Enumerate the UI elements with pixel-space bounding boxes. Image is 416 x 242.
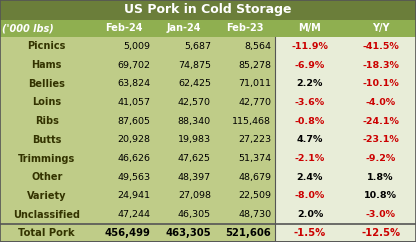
Text: -4.0%: -4.0% — [366, 98, 396, 107]
Text: 71,011: 71,011 — [238, 79, 271, 88]
Bar — [275, 205, 416, 224]
Text: Feb-23: Feb-23 — [225, 23, 263, 33]
Text: -10.1%: -10.1% — [362, 79, 399, 88]
Text: -3.0%: -3.0% — [366, 210, 396, 219]
Text: 87,605: 87,605 — [118, 117, 151, 126]
Text: 2.2%: 2.2% — [297, 79, 323, 88]
Text: 27,223: 27,223 — [238, 135, 271, 144]
Text: 2.0%: 2.0% — [297, 210, 323, 219]
Bar — [275, 149, 416, 168]
Text: M/M: M/M — [299, 23, 321, 33]
Text: 42,770: 42,770 — [238, 98, 271, 107]
Text: 48,730: 48,730 — [238, 210, 271, 219]
Text: 1.8%: 1.8% — [367, 173, 394, 182]
Text: 63,824: 63,824 — [117, 79, 151, 88]
Text: -2.1%: -2.1% — [295, 154, 325, 163]
Bar — [0, 0, 416, 20]
Bar — [275, 130, 416, 149]
Bar — [275, 224, 416, 242]
Text: Trimmings: Trimmings — [18, 154, 75, 164]
Text: 27,098: 27,098 — [178, 191, 211, 200]
Bar — [0, 93, 275, 112]
Text: 5,687: 5,687 — [184, 42, 211, 51]
Text: -6.9%: -6.9% — [295, 60, 325, 69]
Text: 48,679: 48,679 — [238, 173, 271, 182]
Text: 62,425: 62,425 — [178, 79, 211, 88]
Text: -41.5%: -41.5% — [362, 42, 399, 51]
Bar — [275, 112, 416, 130]
Text: Loins: Loins — [32, 98, 62, 107]
Text: -9.2%: -9.2% — [366, 154, 396, 163]
Text: Picnics: Picnics — [27, 41, 66, 51]
Text: 46,626: 46,626 — [118, 154, 151, 163]
Text: 463,305: 463,305 — [165, 228, 211, 238]
Text: -23.1%: -23.1% — [362, 135, 399, 144]
Text: -24.1%: -24.1% — [362, 117, 399, 126]
Bar — [275, 37, 416, 56]
Text: ('000 lbs): ('000 lbs) — [2, 23, 54, 33]
Text: 4.7%: 4.7% — [297, 135, 323, 144]
Text: 48,397: 48,397 — [178, 173, 211, 182]
Text: 51,374: 51,374 — [238, 154, 271, 163]
Text: 2.4%: 2.4% — [297, 173, 323, 182]
Text: 46,305: 46,305 — [178, 210, 211, 219]
Bar — [275, 187, 416, 205]
Text: Unclassified: Unclassified — [13, 210, 80, 220]
Text: 19,983: 19,983 — [178, 135, 211, 144]
Text: 41,057: 41,057 — [118, 98, 151, 107]
Bar — [0, 74, 275, 93]
Text: 47,244: 47,244 — [118, 210, 151, 219]
Bar — [275, 93, 416, 112]
Text: 22,509: 22,509 — [238, 191, 271, 200]
Text: 47,625: 47,625 — [178, 154, 211, 163]
Text: 69,702: 69,702 — [118, 60, 151, 69]
Text: -12.5%: -12.5% — [361, 228, 400, 238]
Text: Feb-24: Feb-24 — [105, 23, 143, 33]
Bar — [0, 112, 275, 130]
Bar — [275, 168, 416, 187]
Bar — [0, 130, 275, 149]
Text: 456,499: 456,499 — [105, 228, 151, 238]
Text: Variety: Variety — [27, 191, 67, 201]
Text: Ribs: Ribs — [35, 116, 59, 126]
Text: Y/Y: Y/Y — [372, 23, 389, 33]
Text: 115,468: 115,468 — [232, 117, 271, 126]
Text: 24,941: 24,941 — [118, 191, 151, 200]
Text: 42,570: 42,570 — [178, 98, 211, 107]
Text: 10.8%: 10.8% — [364, 191, 397, 200]
Bar — [0, 187, 275, 205]
Text: Bellies: Bellies — [28, 79, 65, 89]
Text: 8,564: 8,564 — [244, 42, 271, 51]
Text: Total Pork: Total Pork — [18, 228, 75, 238]
Text: US Pork in Cold Storage: US Pork in Cold Storage — [124, 3, 292, 16]
Text: Hams: Hams — [32, 60, 62, 70]
Text: -3.6%: -3.6% — [295, 98, 325, 107]
Text: -11.9%: -11.9% — [292, 42, 328, 51]
Bar — [275, 56, 416, 74]
Text: -0.8%: -0.8% — [295, 117, 325, 126]
Text: -1.5%: -1.5% — [294, 228, 326, 238]
Bar — [0, 56, 275, 74]
Bar — [0, 205, 275, 224]
Text: 5,009: 5,009 — [124, 42, 151, 51]
Bar — [0, 168, 275, 187]
Text: Other: Other — [31, 172, 62, 182]
Bar — [0, 149, 275, 168]
Bar — [0, 37, 275, 56]
Bar — [275, 74, 416, 93]
Bar — [0, 20, 416, 37]
Text: 521,606: 521,606 — [225, 228, 271, 238]
Text: -8.0%: -8.0% — [295, 191, 325, 200]
Text: 74,875: 74,875 — [178, 60, 211, 69]
Text: Butts: Butts — [32, 135, 62, 145]
Text: 85,278: 85,278 — [238, 60, 271, 69]
Text: 49,563: 49,563 — [117, 173, 151, 182]
Text: Jan-24: Jan-24 — [167, 23, 201, 33]
Text: -18.3%: -18.3% — [362, 60, 399, 69]
Text: 20,928: 20,928 — [118, 135, 151, 144]
Text: 88,340: 88,340 — [178, 117, 211, 126]
Bar — [0, 224, 275, 242]
